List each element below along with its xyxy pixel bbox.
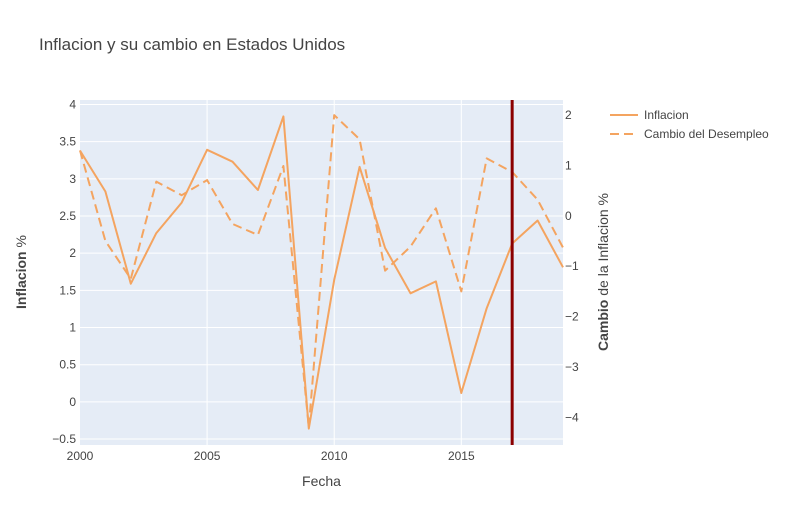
y-tick-label: −0.5 xyxy=(52,432,76,446)
series-line-cambio-desempleo[interactable] xyxy=(79,114,564,429)
y2-tick-label: 1 xyxy=(565,158,572,172)
y-tick-label: 2 xyxy=(69,246,76,260)
legend[interactable]: Inflacion Cambio del Desempleo xyxy=(610,108,769,141)
legend-item-cambio-desempleo[interactable]: Cambio del Desempleo xyxy=(610,127,769,141)
y2-tick-label: −4 xyxy=(565,410,579,424)
y-axis-title: Inflacion % xyxy=(13,235,29,309)
legend-label-cambio-desempleo: Cambio del Desempleo xyxy=(644,127,769,141)
y-tick-label: 1.5 xyxy=(59,283,76,297)
x-tick-label: 2005 xyxy=(194,449,221,463)
y-tick-label: 1 xyxy=(69,321,76,335)
x-tick-label: 2015 xyxy=(448,449,475,463)
legend-item-inflacion[interactable]: Inflacion xyxy=(610,108,689,122)
y2-axis-title: Cambio de la Inflacion % xyxy=(595,193,611,351)
y-axis-title-rest: % xyxy=(13,235,29,251)
y2-axis-title-rest: de la Inflacion % xyxy=(595,193,611,300)
y-tick-label: 2.5 xyxy=(59,209,76,223)
y2-axis-title-bold: Cambio xyxy=(595,300,611,351)
y-tick-label: 4 xyxy=(69,97,76,111)
x-tick-label: 2010 xyxy=(321,449,348,463)
y2-tick-label: −2 xyxy=(565,310,579,324)
x-tick-label: 2000 xyxy=(67,449,94,463)
chart-title: Inflacion y su cambio en Estados Unidos xyxy=(39,35,345,54)
y2-tick-label: 0 xyxy=(565,209,572,223)
tick-labels: −0.5 0 0.5 1 1.5 2 2.5 3 3.5 4 2000 2005 2010 2015 −4 −… xyxy=(52,97,579,463)
y-tick-label: 3.5 xyxy=(59,135,76,149)
y-tick-label: 3 xyxy=(69,172,76,186)
legend-label-inflacion: Inflacion xyxy=(644,108,689,122)
series-line-inflacion[interactable] xyxy=(79,115,564,430)
y-tick-label: 0.5 xyxy=(59,358,76,372)
x-axis-title: Fecha xyxy=(302,473,341,489)
y-tick-label: 0 xyxy=(69,395,76,409)
y2-tick-label: 2 xyxy=(565,108,572,122)
grid-lines xyxy=(80,100,563,445)
y2-tick-label: −3 xyxy=(565,360,579,374)
y2-tick-label: −1 xyxy=(565,259,579,273)
y-axis-title-bold: Inflacion xyxy=(13,251,29,309)
series-layer xyxy=(79,114,564,430)
